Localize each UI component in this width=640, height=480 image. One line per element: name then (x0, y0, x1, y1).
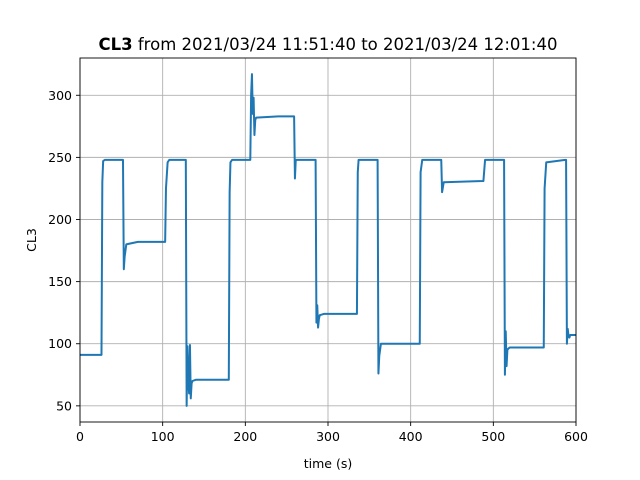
x-tick-label: 100 (151, 429, 175, 444)
y-tick-label: 250 (48, 150, 72, 165)
axis-ticks: 0 100 200 300 400 500 600 50 100 150 200 250 300 (48, 88, 588, 444)
grid (79, 58, 577, 422)
x-tick-label: 400 (399, 429, 423, 444)
x-tick-label: 600 (564, 429, 588, 444)
y-tick-label: 300 (48, 88, 72, 103)
x-tick-label: 500 (481, 429, 505, 444)
x-axis-label: time (s) (304, 456, 352, 471)
y-axis-label: CL3 (24, 228, 39, 252)
chart-title-range: from 2021/03/24 11:51:40 to 2021/03/24 1… (133, 35, 558, 54)
series-line (80, 73, 576, 407)
x-tick-label: 200 (233, 429, 257, 444)
y-tick-label: 200 (48, 212, 72, 227)
plot-area (80, 73, 576, 407)
x-tick-label: 0 (76, 429, 84, 444)
y-tick-label: 50 (56, 398, 72, 413)
chart-title-variable: CL3 (99, 35, 133, 54)
x-tick-label: 300 (316, 429, 340, 444)
y-tick-label: 150 (48, 274, 72, 289)
chart-title: CL3 from 2021/03/24 11:51:40 to 2021/03/… (99, 35, 558, 54)
y-tick-label: 100 (48, 336, 72, 351)
plot-frame (79, 57, 577, 423)
